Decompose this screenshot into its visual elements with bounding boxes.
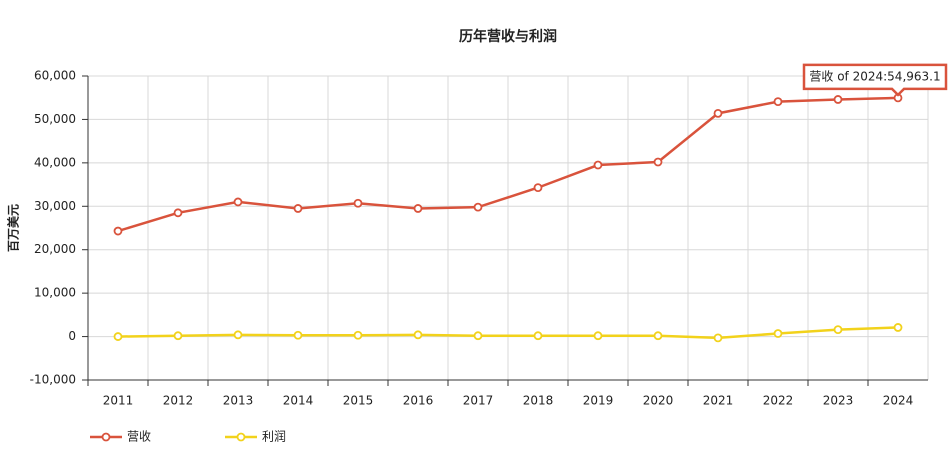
x-tick-label: 2020 [643,394,674,408]
legend-label[interactable]: 利润 [262,430,286,444]
data-point [173,208,183,218]
data-point [773,329,783,338]
data-point [533,183,543,193]
data-point [173,331,183,341]
data-point [113,226,123,236]
data-point [713,108,723,118]
data-point [233,197,243,207]
series-line [117,96,899,233]
data-point [293,330,303,340]
y-tick-label: 50,000 [34,112,76,126]
tooltip-box [802,63,948,97]
data-point [473,202,483,212]
data-point [353,330,363,340]
y-tick-label: 30,000 [34,199,76,213]
chart-title: 历年营收与利润 [459,28,557,45]
y-tick-label: 10,000 [34,286,76,300]
data-point [533,331,543,341]
data-point [833,95,843,104]
x-tick-label: 2019 [583,394,614,408]
data-point [893,323,903,332]
x-tick-label: 2014 [283,394,314,408]
data-point [653,157,663,167]
x-tick-label: 2012 [163,394,194,408]
y-tick-label: 60,000 [34,69,76,83]
legend-marker[interactable] [236,432,246,442]
series-line [117,326,899,340]
data-point [113,332,123,341]
data-point [473,331,483,341]
legend-marker[interactable] [101,432,111,442]
data-point [413,204,423,213]
x-tick-label: 2023 [823,394,854,408]
data-point [233,330,243,340]
x-tick-label: 2022 [763,394,794,408]
y-tick-label: 0 [68,329,76,343]
tooltip-text: 营收 of 2024:54,963.1 [809,69,940,83]
data-point [713,333,723,343]
data-point [293,204,303,213]
x-tick-label: 2013 [223,394,254,408]
data-point [773,97,783,107]
legend-label[interactable]: 营收 [127,430,151,444]
data-point [833,325,843,335]
x-tick-label: 2018 [523,394,554,408]
y-axis-label: 百万美元 [6,204,21,252]
x-tick-label: 2016 [403,394,434,408]
x-tick-label: 2024 [883,394,914,408]
x-tick-label: 2017 [463,394,494,408]
data-point [413,330,423,340]
data-point [353,198,363,208]
y-tick-label: 40,000 [34,155,76,169]
data-point [593,160,603,170]
data-point [653,331,663,341]
x-tick-label: 2015 [343,394,374,408]
y-tick-label: 20,000 [34,242,76,256]
x-tick-label: 2021 [703,394,734,408]
x-tick-label: 2011 [103,394,134,408]
y-tick-label: -10,000 [30,373,76,387]
data-point [593,331,603,341]
